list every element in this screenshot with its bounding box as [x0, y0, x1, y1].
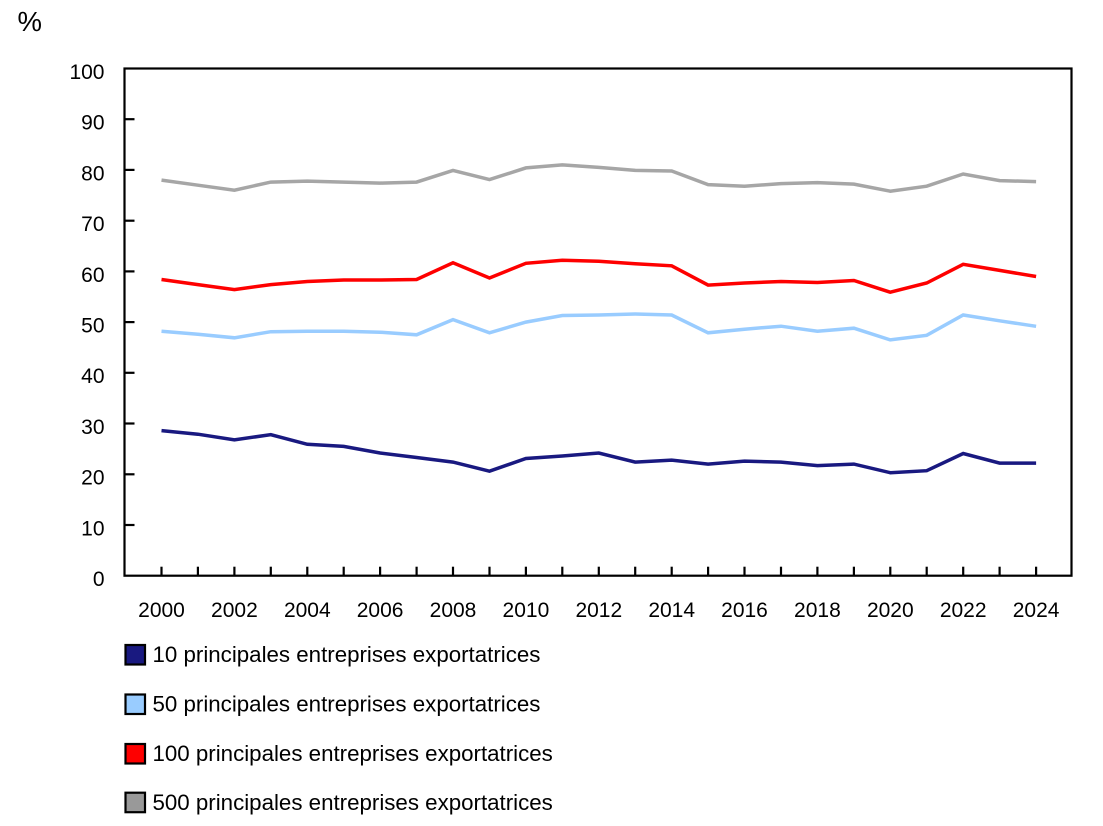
svg-text:2012: 2012	[575, 599, 622, 622]
svg-text:2000: 2000	[138, 599, 185, 622]
svg-text:10: 10	[81, 517, 104, 540]
svg-text:100 principales entreprises ex: 100 principales entreprises exportatrice…	[153, 741, 553, 766]
svg-text:2002: 2002	[211, 599, 258, 622]
svg-text:50: 50	[81, 315, 104, 338]
svg-text:30: 30	[81, 416, 104, 439]
svg-text:2016: 2016	[721, 599, 768, 622]
svg-text:2004: 2004	[284, 599, 331, 622]
svg-text:500 principales entreprises ex: 500 principales entreprises exportatrice…	[153, 790, 553, 815]
svg-text:60: 60	[81, 264, 104, 287]
svg-text:%: %	[18, 6, 42, 37]
svg-text:2018: 2018	[794, 599, 841, 622]
svg-text:2024: 2024	[1013, 599, 1060, 622]
svg-text:100: 100	[69, 61, 104, 84]
svg-text:2014: 2014	[648, 599, 695, 622]
svg-text:70: 70	[81, 213, 104, 236]
svg-text:2010: 2010	[503, 599, 550, 622]
svg-text:40: 40	[81, 365, 104, 388]
svg-text:10 principales entreprises exp: 10 principales entreprises exportatrices	[153, 642, 541, 667]
svg-text:90: 90	[81, 112, 104, 135]
svg-text:2022: 2022	[940, 599, 987, 622]
svg-text:20: 20	[81, 467, 104, 490]
svg-text:80: 80	[81, 162, 104, 185]
svg-text:2008: 2008	[430, 599, 477, 622]
svg-text:0: 0	[93, 568, 105, 591]
svg-text:50 principales entreprises exp: 50 principales entreprises exportatrices	[153, 692, 541, 717]
svg-text:2006: 2006	[357, 599, 404, 622]
svg-text:2020: 2020	[867, 599, 914, 622]
